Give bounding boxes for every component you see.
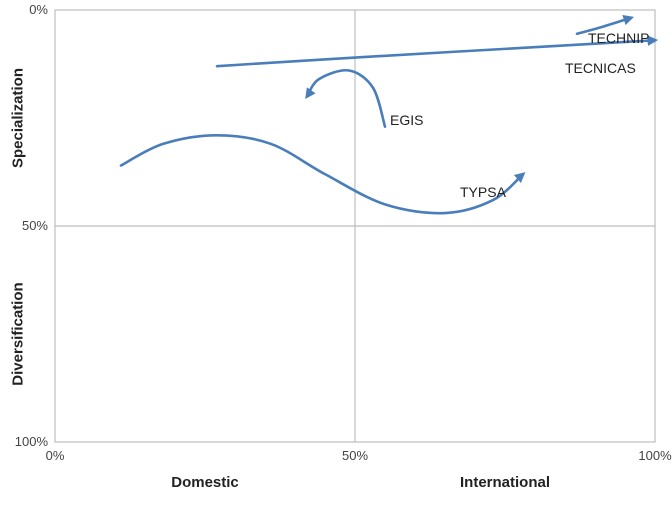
series-label-technip: TECHNIP (588, 30, 649, 46)
y-axis-category-label: Diversification (10, 282, 27, 385)
chart-svg (0, 0, 672, 507)
series-label-tecnicas: TECNICAS (565, 60, 636, 76)
y-tick-label: 50% (0, 218, 48, 233)
x-tick-label: 50% (342, 448, 368, 463)
x-axis-category-label: Domestic (171, 474, 239, 491)
y-tick-label: 100% (0, 434, 48, 449)
x-tick-label: 100% (638, 448, 671, 463)
series-label-egis: EGIS (390, 112, 423, 128)
series-label-typsa: TYPSA (460, 184, 506, 200)
y-tick-label: 0% (0, 2, 48, 17)
chart-container: 0%50%100%0%50%100%DomesticInternationalS… (0, 0, 672, 507)
x-tick-label: 0% (46, 448, 65, 463)
x-axis-category-label: International (460, 474, 550, 491)
y-axis-category-label: Specialization (10, 68, 27, 168)
